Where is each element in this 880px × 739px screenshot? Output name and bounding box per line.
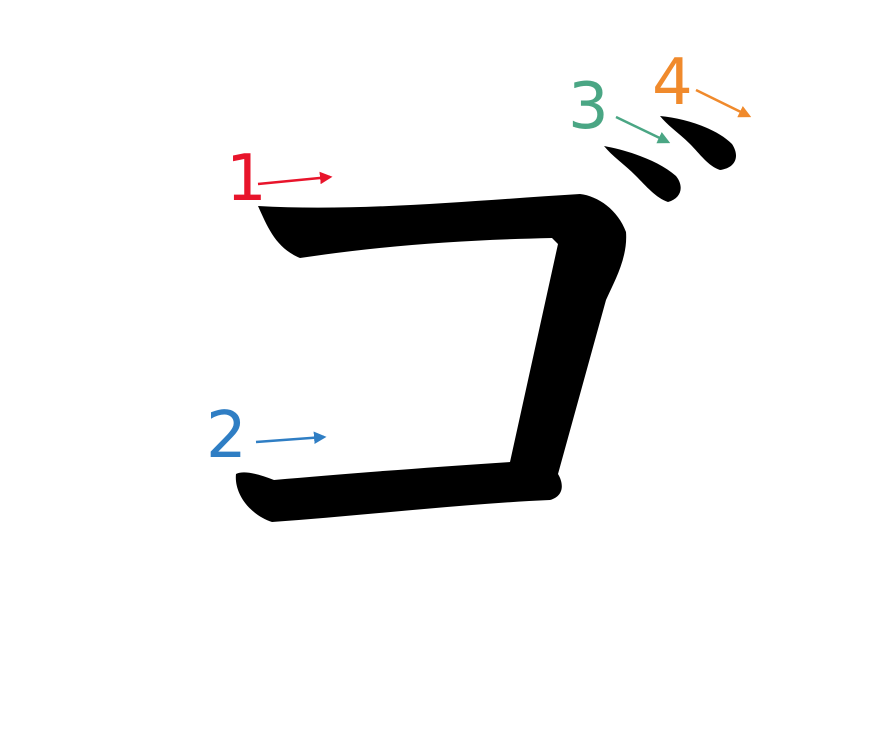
glyph-stroke-1-2 — [235, 194, 627, 522]
stroke-arrow-4 — [695, 88, 752, 118]
stroke-number-2: 2 — [206, 399, 247, 473]
stroke-number-1: 1 — [226, 142, 267, 216]
stroke-number-4: 4 — [652, 46, 693, 120]
glyph-stroke-4 — [660, 116, 736, 170]
stroke-arrow-2 — [255, 431, 327, 444]
stroke-arrow-3 — [615, 115, 671, 144]
stroke-arrow-1 — [257, 171, 333, 186]
stroke-number-3: 3 — [568, 70, 609, 144]
glyph-stroke-3 — [604, 146, 681, 202]
